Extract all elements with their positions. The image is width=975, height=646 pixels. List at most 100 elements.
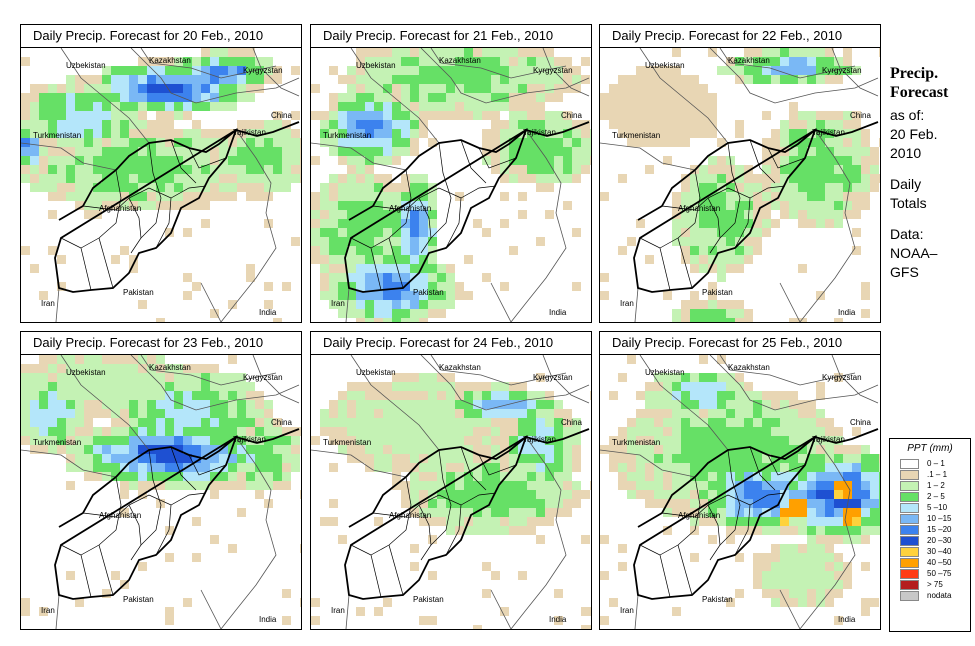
precip-cell xyxy=(780,183,789,192)
precip-cell xyxy=(636,445,645,454)
legend-row: 2 – 5 xyxy=(900,491,970,502)
precip-cell xyxy=(329,66,338,75)
precip-cell xyxy=(120,355,129,364)
precip-cell xyxy=(464,499,473,508)
precip-cell xyxy=(410,255,419,264)
precip-cell xyxy=(300,598,301,607)
precip-cell xyxy=(509,138,518,147)
precip-cell xyxy=(219,183,228,192)
precip-cell xyxy=(147,174,156,183)
precip-cell xyxy=(663,436,672,445)
precip-cell xyxy=(834,120,843,129)
precip-cell xyxy=(699,93,708,102)
precip-cell xyxy=(401,210,410,219)
precip-cell xyxy=(147,192,156,201)
precip-cell xyxy=(300,174,301,183)
panel-title-text: Daily Precip. Forecast for xyxy=(323,335,469,350)
precip-cell xyxy=(744,165,753,174)
precip-cell xyxy=(816,201,825,210)
precip-cell xyxy=(174,418,183,427)
precip-cell xyxy=(834,526,843,535)
place-label-afghanistan: Afghanistan xyxy=(389,204,432,213)
precip-cell xyxy=(708,192,717,201)
precip-cell xyxy=(30,93,39,102)
precip-cell xyxy=(437,436,446,445)
precip-cell xyxy=(789,57,798,66)
precip-cell xyxy=(401,463,410,472)
precip-cell xyxy=(255,165,264,174)
precip-cell xyxy=(347,219,356,228)
precip-cell xyxy=(401,318,410,322)
precip-cell xyxy=(627,436,636,445)
precip-cell xyxy=(255,192,264,201)
precip-cell xyxy=(57,382,66,391)
precip-cell xyxy=(798,57,807,66)
precip-cell xyxy=(545,174,554,183)
precip-cell xyxy=(329,201,338,210)
precip-cell xyxy=(30,400,39,409)
precip-cell xyxy=(237,156,246,165)
precip-cell xyxy=(843,156,852,165)
precip-cell xyxy=(102,373,111,382)
precip-cell xyxy=(798,129,807,138)
precip-cell xyxy=(228,400,237,409)
precip-cell xyxy=(30,111,39,120)
precip-cell xyxy=(282,445,291,454)
precip-cell xyxy=(509,400,518,409)
precip-cell xyxy=(165,174,174,183)
precip-cell xyxy=(428,66,437,75)
precip-cell xyxy=(419,490,428,499)
precip-cell xyxy=(627,418,636,427)
precip-cell xyxy=(39,120,48,129)
precip-cell xyxy=(311,246,320,255)
precip-cell xyxy=(789,66,798,75)
precip-cell xyxy=(219,192,228,201)
precip-cell xyxy=(491,517,500,526)
precip-cell xyxy=(527,418,536,427)
country-border xyxy=(542,355,590,404)
precip-cell xyxy=(410,499,419,508)
precip-cell xyxy=(726,192,735,201)
precip-cell xyxy=(419,264,428,273)
precip-cell xyxy=(717,228,726,237)
precip-cell xyxy=(84,84,93,93)
precip-cell xyxy=(663,156,672,165)
precip-cell xyxy=(84,93,93,102)
precip-cell xyxy=(219,84,228,93)
precip-cell xyxy=(545,120,554,129)
precip-cell xyxy=(192,454,201,463)
precip-cell xyxy=(392,463,401,472)
precip-cell xyxy=(843,48,852,57)
precip-cell xyxy=(129,102,138,111)
precip-cell xyxy=(807,589,816,598)
precip-cell xyxy=(410,282,419,291)
precip-cell xyxy=(401,84,410,93)
precip-cell xyxy=(401,111,410,120)
precip-cell xyxy=(437,382,446,391)
precip-cell xyxy=(347,228,356,237)
panel-title: Daily Precip. Forecast for 24 Feb., 2010 xyxy=(311,332,591,355)
precip-cell xyxy=(780,210,789,219)
province-border xyxy=(80,169,122,249)
precip-cell xyxy=(690,454,699,463)
precip-cell xyxy=(536,508,545,517)
precip-cell xyxy=(320,246,329,255)
precip-cell xyxy=(780,165,789,174)
precip-cell xyxy=(807,57,816,66)
precip-cell xyxy=(401,57,410,66)
precip-cell xyxy=(437,57,446,66)
precip-cell xyxy=(129,111,138,120)
province-border xyxy=(445,197,462,249)
precip-cell xyxy=(843,517,852,526)
precip-cell xyxy=(545,409,554,418)
province-border xyxy=(370,169,412,249)
precip-cell xyxy=(798,409,807,418)
precip-cell xyxy=(410,382,419,391)
precip-cell xyxy=(789,481,798,490)
precip-cell xyxy=(572,454,581,463)
precip-cell xyxy=(816,183,825,192)
precip-cell xyxy=(192,282,201,291)
precip-cell xyxy=(771,409,780,418)
precip-cell xyxy=(66,427,75,436)
precip-cell xyxy=(129,427,138,436)
